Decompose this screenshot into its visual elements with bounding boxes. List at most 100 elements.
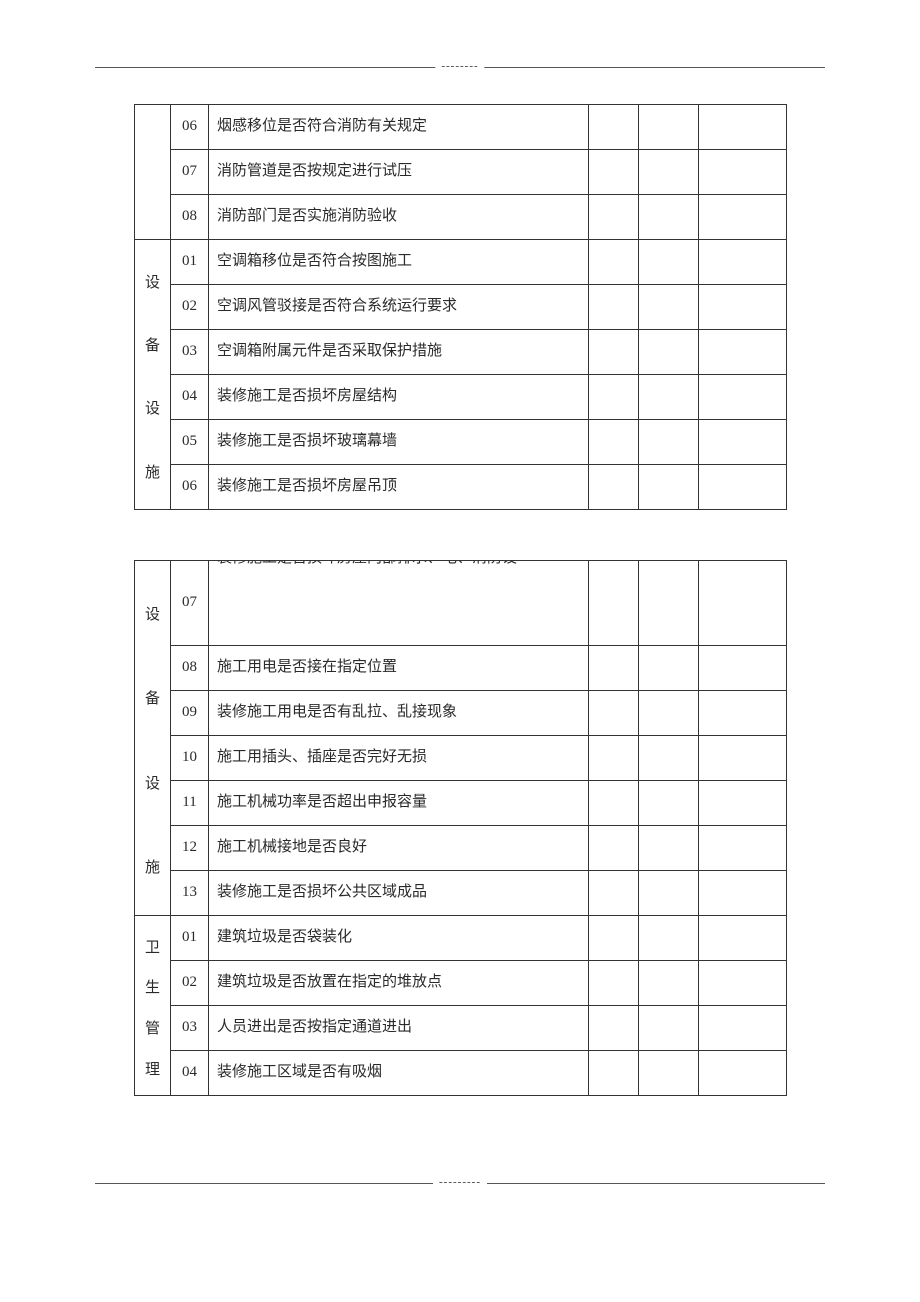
cell-b bbox=[639, 916, 699, 961]
row-description: 消防管道是否按规定进行试压 bbox=[209, 150, 589, 195]
cell-b bbox=[639, 736, 699, 781]
cell-a bbox=[589, 285, 639, 330]
row-description: 装修施工用电是否有乱拉、乱接现象 bbox=[209, 691, 589, 736]
cell-a bbox=[589, 561, 639, 646]
cell-b bbox=[639, 105, 699, 150]
cell-b bbox=[639, 646, 699, 691]
row-number: 01 bbox=[171, 240, 209, 285]
table-row: 03 人员进出是否按指定通道进出 bbox=[135, 1006, 787, 1051]
table-row: 08 消防部门是否实施消防验收 bbox=[135, 195, 787, 240]
row-number: 13 bbox=[171, 871, 209, 916]
row-description: 装修施工是否损坏房屋结构 bbox=[209, 375, 589, 420]
cell-c bbox=[699, 195, 787, 240]
row-number: 12 bbox=[171, 826, 209, 871]
row-description: 建筑垃圾是否放置在指定的堆放点 bbox=[209, 961, 589, 1006]
row-description: 装修施工是否损坏房屋内部排水、电、消防设 bbox=[209, 561, 589, 646]
cell-a bbox=[589, 195, 639, 240]
cell-a bbox=[589, 1051, 639, 1096]
row-number: 07 bbox=[171, 561, 209, 646]
row-number: 02 bbox=[171, 285, 209, 330]
cell-b bbox=[639, 285, 699, 330]
cell-b bbox=[639, 1006, 699, 1051]
row-description: 空调箱移位是否符合按图施工 bbox=[209, 240, 589, 285]
inspection-table-2: 设 备 设 施 07 装修施工是否损坏房屋内部排水、电、消防设 bbox=[134, 560, 786, 1096]
cell-c bbox=[699, 375, 787, 420]
cell-b bbox=[639, 871, 699, 916]
cat-char: 设 bbox=[145, 274, 160, 294]
row-number: 03 bbox=[171, 1006, 209, 1051]
category-label-stack: 卫 生 管 理 bbox=[135, 924, 170, 1095]
row-number: 04 bbox=[171, 1051, 209, 1096]
header-dash-text: -------- bbox=[435, 60, 484, 72]
cell-a bbox=[589, 330, 639, 375]
table-row: 卫 生 管 理 01 建筑垃圾是否袋装化 bbox=[135, 916, 787, 961]
cell-c bbox=[699, 465, 787, 510]
category-sanitation: 卫 生 管 理 bbox=[135, 916, 171, 1096]
cell-a bbox=[589, 1006, 639, 1051]
cell-b bbox=[639, 375, 699, 420]
cell-b bbox=[639, 961, 699, 1006]
cell-c bbox=[699, 736, 787, 781]
row-description: 空调箱附属元件是否采取保护措施 bbox=[209, 330, 589, 375]
cat-char: 施 bbox=[145, 859, 160, 879]
row-description: 施工用插头、插座是否完好无损 bbox=[209, 736, 589, 781]
cell-b bbox=[639, 420, 699, 465]
row-description: 施工机械功率是否超出申报容量 bbox=[209, 781, 589, 826]
table-row: 09 装修施工用电是否有乱拉、乱接现象 bbox=[135, 691, 787, 736]
row-number: 05 bbox=[171, 420, 209, 465]
header-divider: -------- bbox=[95, 60, 825, 74]
row-description: 人员进出是否按指定通道进出 bbox=[209, 1006, 589, 1051]
cell-a bbox=[589, 961, 639, 1006]
cat-char: 备 bbox=[145, 690, 160, 710]
table-row: 06 装修施工是否损坏房屋吊顶 bbox=[135, 465, 787, 510]
category-label-stack: 设 备 设 施 bbox=[135, 569, 170, 915]
row-description: 施工机械接地是否良好 bbox=[209, 826, 589, 871]
vertical-spacer bbox=[90, 1096, 830, 1176]
table-row: 06 烟感移位是否符合消防有关规定 bbox=[135, 105, 787, 150]
cell-b bbox=[639, 561, 699, 646]
row-description: 消防部门是否实施消防验收 bbox=[209, 195, 589, 240]
row-description: 装修施工是否损坏公共区域成品 bbox=[209, 871, 589, 916]
cat-char: 备 bbox=[145, 337, 160, 357]
inspection-table-1: 06 烟感移位是否符合消防有关规定 07 消防管道是否按规定进行试压 08 消防… bbox=[134, 104, 786, 510]
cell-c bbox=[699, 1051, 787, 1096]
cell-c bbox=[699, 826, 787, 871]
table-row: 07 消防管道是否按规定进行试压 bbox=[135, 150, 787, 195]
table-row: 13 装修施工是否损坏公共区域成品 bbox=[135, 871, 787, 916]
row-number: 06 bbox=[171, 465, 209, 510]
row-description: 装修施工是否损坏玻璃幕墙 bbox=[209, 420, 589, 465]
cell-b bbox=[639, 465, 699, 510]
table-row: 12 施工机械接地是否良好 bbox=[135, 826, 787, 871]
row-number: 04 bbox=[171, 375, 209, 420]
row-number: 02 bbox=[171, 961, 209, 1006]
row-number: 08 bbox=[171, 646, 209, 691]
cat-char: 生 bbox=[145, 979, 160, 999]
cell-a bbox=[589, 420, 639, 465]
table-row: 10 施工用插头、插座是否完好无损 bbox=[135, 736, 787, 781]
table-row: 05 装修施工是否损坏玻璃幕墙 bbox=[135, 420, 787, 465]
table-2: 设 备 设 施 07 装修施工是否损坏房屋内部排水、电、消防设 bbox=[134, 560, 787, 1096]
cell-c bbox=[699, 646, 787, 691]
row-description: 烟感移位是否符合消防有关规定 bbox=[209, 105, 589, 150]
cell-a bbox=[589, 646, 639, 691]
cell-a bbox=[589, 465, 639, 510]
category-label-stack: 设 备 设 施 bbox=[135, 248, 170, 509]
cell-a bbox=[589, 916, 639, 961]
cell-a bbox=[589, 736, 639, 781]
row-description: 空调风管驳接是否符合系统运行要求 bbox=[209, 285, 589, 330]
table-row: 03 空调箱附属元件是否采取保护措施 bbox=[135, 330, 787, 375]
cell-c bbox=[699, 330, 787, 375]
cell-a bbox=[589, 105, 639, 150]
row-number: 08 bbox=[171, 195, 209, 240]
cell-a bbox=[589, 375, 639, 420]
cell-b bbox=[639, 781, 699, 826]
cell-c bbox=[699, 561, 787, 646]
cell-a bbox=[589, 871, 639, 916]
cell-c bbox=[699, 285, 787, 330]
cell-a bbox=[589, 150, 639, 195]
clipped-desc: 装修施工是否损坏房屋内部排水、电、消防设 bbox=[217, 561, 517, 569]
row-number: 09 bbox=[171, 691, 209, 736]
cell-b bbox=[639, 691, 699, 736]
footer-dash-text: --------- bbox=[433, 1176, 487, 1188]
table-row: 设 备 设 施 01 空调箱移位是否符合按图施工 bbox=[135, 240, 787, 285]
